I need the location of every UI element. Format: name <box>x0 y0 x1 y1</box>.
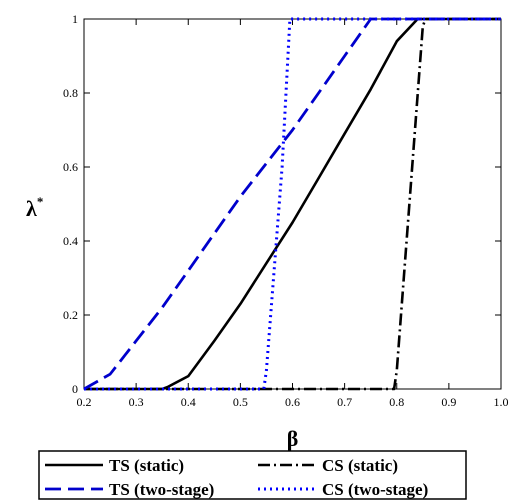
y-axis-label: λ* <box>26 194 43 221</box>
y-axis-label-symbol: λ <box>26 196 37 221</box>
y-tick-label: 1 <box>72 12 78 26</box>
legend-label: CS (static) <box>322 456 398 475</box>
x-tick-label: 0.9 <box>441 395 456 409</box>
series-line-2 <box>83 17 501 391</box>
series-lines <box>83 17 501 391</box>
y-axis-label-superscript: * <box>37 194 44 209</box>
x-tick-label: 1.0 <box>494 395 509 409</box>
y-tick-label: 0 <box>72 382 78 396</box>
y-tick-label: 0.6 <box>63 160 78 174</box>
axis-ticks: 0.2 0.3 0.4 0.5 0.6 0.7 0.8 0.9 1.000.20.40.60.8… <box>63 12 509 409</box>
legend-label: TS (two-stage) <box>109 480 214 499</box>
series-line-3 <box>84 17 501 391</box>
legend: TS (static) CS (static) TS (two-stage) CS (… <box>38 450 467 500</box>
legend-label: TS (static) <box>109 456 184 475</box>
x-tick-label: 0.5 <box>233 395 248 409</box>
x-tick-label: 0.8 <box>389 395 404 409</box>
x-tick-label: 0.3 <box>129 395 144 409</box>
y-tick-label: 0.4 <box>63 234 78 248</box>
x-tick-label: 0.4 <box>181 395 196 409</box>
legend-label: CS (two-stage) <box>322 480 428 499</box>
plot-area <box>83 18 502 390</box>
x-tick-label: 0.2 <box>77 395 92 409</box>
x-tick-label: 0.6 <box>285 395 300 409</box>
y-tick-label: 0.2 <box>63 308 78 322</box>
y-tick-label: 0.8 <box>63 86 78 100</box>
series-line-1 <box>84 17 501 391</box>
series-line-0 <box>84 17 501 391</box>
x-tick-label: 0.7 <box>337 395 352 409</box>
x-axis-label: β <box>287 426 299 451</box>
legend-box <box>38 450 467 500</box>
plot-frame <box>83 18 502 390</box>
